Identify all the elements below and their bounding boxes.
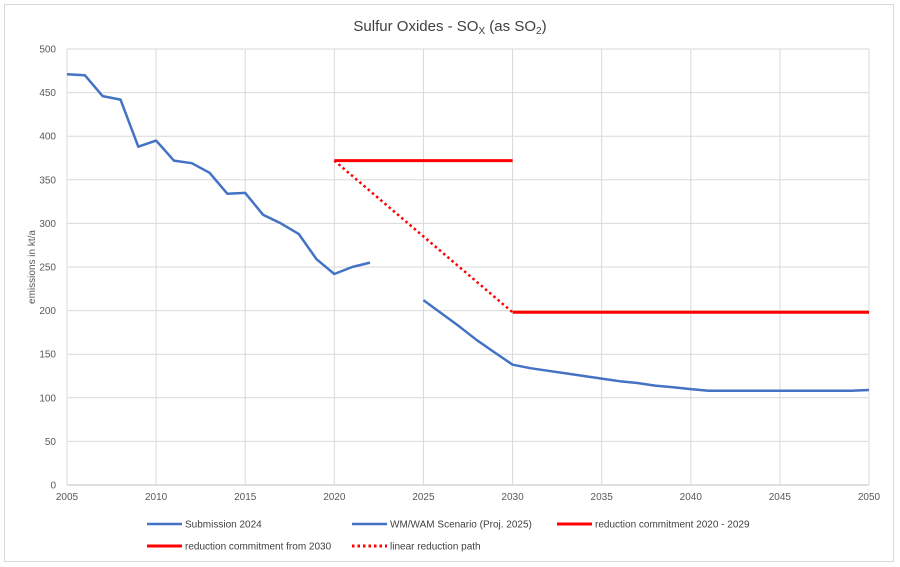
gridlines xyxy=(66,48,870,486)
y-tick-label: 250 xyxy=(39,263,56,274)
chart-title: Sulfur Oxides - SOX (as SO2) xyxy=(353,18,546,37)
series-line-1 xyxy=(422,299,870,393)
title-sub-x: X xyxy=(478,26,485,37)
title-sub-2: 2 xyxy=(536,26,542,37)
x-tick-label: 2050 xyxy=(858,492,881,503)
x-tick-label: 2010 xyxy=(145,492,168,503)
series-line-0 xyxy=(66,73,371,276)
y-tick-label: 500 xyxy=(39,45,56,56)
y-tick-label: 200 xyxy=(39,306,56,317)
chart-frame xyxy=(4,4,894,562)
title-end: ) xyxy=(542,18,547,35)
y-tick-label: 400 xyxy=(39,132,56,143)
y-tick-label: 50 xyxy=(45,437,57,448)
legend-label-0: Submission 2024 xyxy=(185,520,262,531)
x-tick-label: 2030 xyxy=(501,492,524,503)
title-mid: (as SO xyxy=(485,18,536,35)
x-tick-label: 2025 xyxy=(412,492,435,503)
legend-label-2: reduction commitment 2020 - 2029 xyxy=(595,520,750,531)
x-tick-label: 2005 xyxy=(56,492,79,503)
y-tick-label: 0 xyxy=(50,481,56,492)
x-tick-label: 2020 xyxy=(323,492,346,503)
y-tick-label: 300 xyxy=(39,219,56,230)
legend: Submission 2024 WM/WAM Scenario (Proj. 20… xyxy=(147,520,750,553)
series-line-4 xyxy=(333,159,514,314)
legend-label-4: linear reduction path xyxy=(390,542,481,553)
series-lines xyxy=(66,73,870,393)
title-main: Sulfur Oxides - SO xyxy=(353,18,478,35)
y-tick-label: 350 xyxy=(39,175,56,186)
legend-label-1: WM/WAM Scenario (Proj. 2025) xyxy=(390,520,532,531)
y-tick-label: 450 xyxy=(39,88,56,99)
x-tick-label: 2045 xyxy=(769,492,792,503)
x-tick-labels: 2005 2010 2015 2020 2025 2030 2035 2040 2045 2050 xyxy=(56,492,881,503)
y-tick-labels: 0 50 100 150 200 250 300 350 400 450 500 xyxy=(39,45,56,492)
legend-label-3: reduction commitment from 2030 xyxy=(185,542,332,553)
y-tick-label: 100 xyxy=(39,393,56,404)
y-axis-label: emissions in kt/a xyxy=(27,230,38,304)
x-tick-label: 2015 xyxy=(234,492,257,503)
y-tick-label: 150 xyxy=(39,350,56,361)
x-tick-label: 2040 xyxy=(680,492,703,503)
x-tick-label: 2035 xyxy=(591,492,614,503)
